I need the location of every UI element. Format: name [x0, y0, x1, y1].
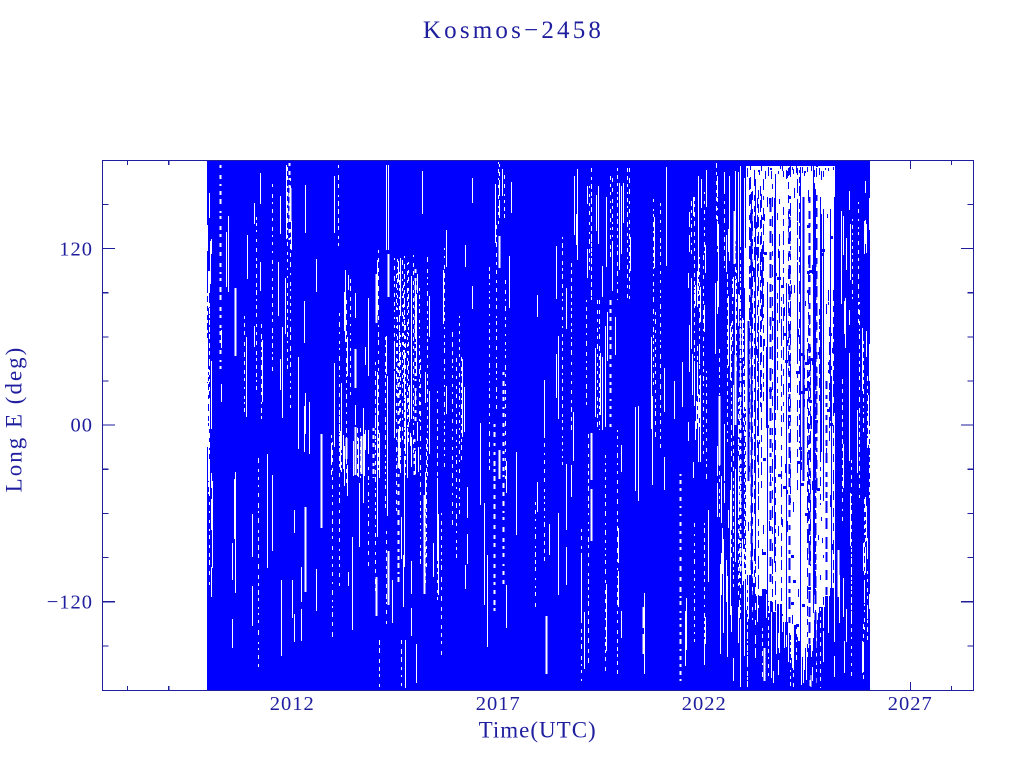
svg-text:00: 00 — [71, 415, 94, 437]
svg-text:2027: 2027 — [888, 693, 933, 715]
svg-text:Long E (deg): Long E (deg) — [2, 346, 27, 493]
svg-text:Time(UTC): Time(UTC) — [479, 718, 597, 743]
svg-text:−120: −120 — [47, 592, 93, 614]
svg-text:Kosmos−2458: Kosmos−2458 — [423, 17, 604, 44]
svg-text:2017: 2017 — [476, 693, 521, 715]
svg-text:2022: 2022 — [682, 693, 727, 715]
svg-text:2012: 2012 — [270, 693, 315, 715]
svg-text:120: 120 — [59, 238, 93, 260]
